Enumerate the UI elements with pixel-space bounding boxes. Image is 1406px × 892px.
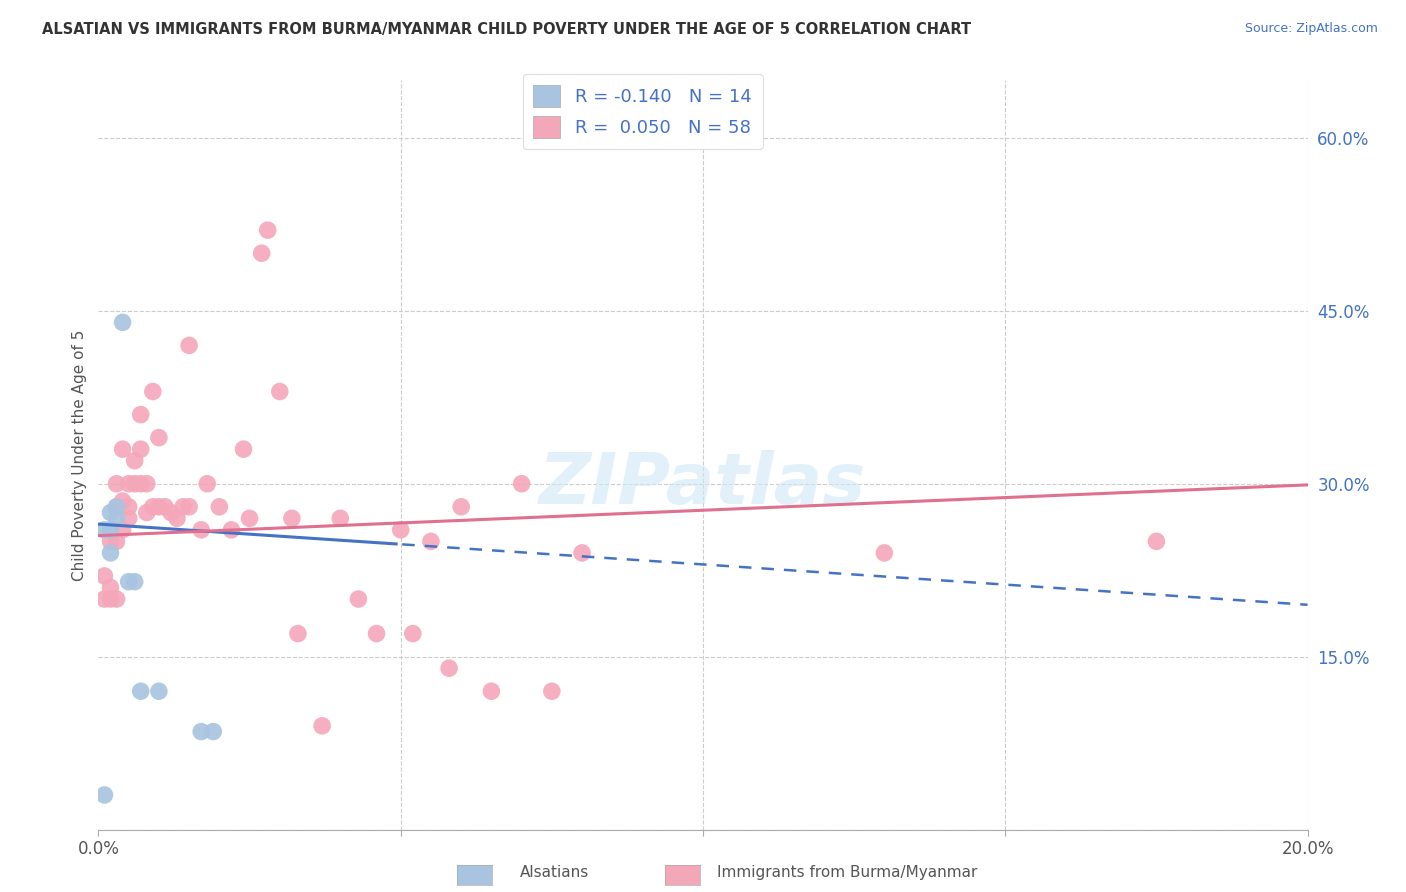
Point [160, 506, 183, 520]
Point [105, 476, 128, 491]
Point [93, 523, 115, 537]
Point [148, 684, 170, 698]
Point [287, 626, 309, 640]
Point [347, 592, 370, 607]
Point [389, 523, 412, 537]
Point [208, 500, 231, 514]
Point [135, 506, 157, 520]
Y-axis label: Child Poverty Under the Age of 5: Child Poverty Under the Age of 5 [72, 329, 87, 581]
Point [437, 661, 460, 675]
Point [172, 500, 194, 514]
Text: ALSATIAN VS IMMIGRANTS FROM BURMA/MYANMAR CHILD POVERTY UNDER THE AGE OF 5 CORRE: ALSATIAN VS IMMIGRANTS FROM BURMA/MYANMA… [42, 22, 972, 37]
Point [118, 511, 141, 525]
Point [100, 592, 122, 607]
Point [153, 500, 176, 514]
Point [1144, 534, 1167, 549]
Point [256, 223, 278, 237]
Legend: R = -0.140   N = 14, R =  0.050   N = 58: R = -0.140 N = 14, R = 0.050 N = 58 [523, 74, 762, 149]
Point [135, 476, 157, 491]
Point [111, 442, 134, 457]
Point [93, 592, 115, 607]
Point [142, 384, 165, 399]
Point [111, 523, 134, 537]
Text: ZIPatlas: ZIPatlas [540, 450, 866, 519]
Point [239, 511, 262, 525]
Point [129, 408, 152, 422]
Point [366, 626, 388, 640]
Point [118, 476, 141, 491]
Point [105, 500, 128, 514]
Point [195, 476, 218, 491]
Point [420, 534, 443, 549]
Point [232, 442, 254, 457]
Point [190, 523, 212, 537]
Point [124, 453, 146, 467]
Point [402, 626, 425, 640]
Point [100, 523, 122, 537]
Point [129, 476, 152, 491]
Point [166, 511, 188, 525]
Point [269, 384, 291, 399]
Text: Alsatians: Alsatians [520, 865, 589, 880]
Point [129, 684, 152, 698]
Point [100, 581, 122, 595]
Point [118, 574, 141, 589]
Point [148, 500, 170, 514]
Text: Immigrants from Burma/Myanmar: Immigrants from Burma/Myanmar [717, 865, 977, 880]
Point [100, 506, 122, 520]
Point [93, 788, 115, 802]
Point [873, 546, 896, 560]
Point [571, 546, 593, 560]
Point [111, 494, 134, 508]
Point [142, 500, 165, 514]
Point [179, 500, 201, 514]
Point [510, 476, 533, 491]
Text: Source: ZipAtlas.com: Source: ZipAtlas.com [1244, 22, 1378, 36]
Point [105, 534, 128, 549]
Point [540, 684, 562, 698]
Point [250, 246, 273, 260]
Point [281, 511, 304, 525]
Point [190, 724, 212, 739]
Point [481, 684, 503, 698]
Point [311, 719, 333, 733]
Point [129, 442, 152, 457]
Point [148, 431, 170, 445]
Point [202, 724, 225, 739]
Point [100, 534, 122, 549]
Point [179, 338, 201, 352]
Point [100, 546, 122, 560]
Point [105, 592, 128, 607]
Point [93, 569, 115, 583]
Point [450, 500, 472, 514]
Point [105, 500, 128, 514]
Point [105, 511, 128, 525]
Point [111, 315, 134, 329]
Point [329, 511, 352, 525]
Point [124, 574, 146, 589]
Point [118, 500, 141, 514]
Point [124, 476, 146, 491]
Point [221, 523, 243, 537]
